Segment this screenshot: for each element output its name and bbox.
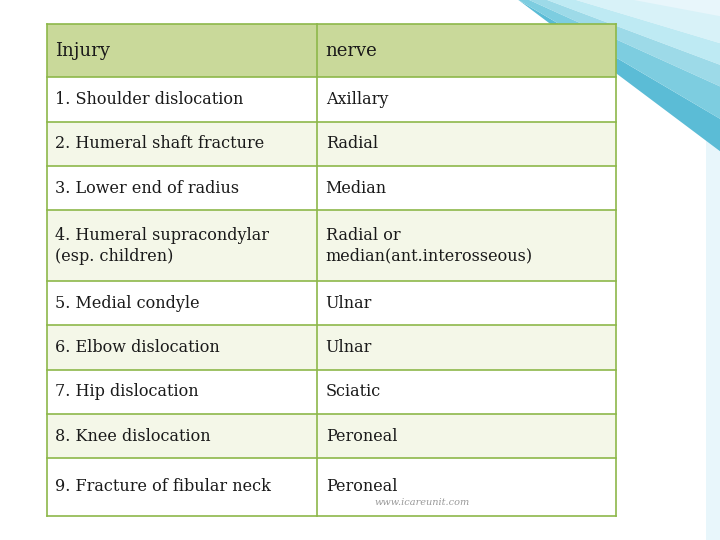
Text: 9. Fracture of fibular neck: 9. Fracture of fibular neck	[55, 478, 271, 495]
Polygon shape	[518, 0, 720, 540]
Bar	[47, 24, 317, 77]
Text: Radial: Radial	[325, 136, 378, 152]
Text: nerve: nerve	[325, 42, 377, 60]
Bar	[317, 24, 616, 77]
Bar	[317, 458, 616, 516]
Text: Peroneal: Peroneal	[325, 478, 397, 495]
Text: Injury: Injury	[55, 42, 110, 60]
Text: 5. Medial condyle: 5. Medial condyle	[55, 295, 200, 312]
Bar	[317, 77, 616, 122]
Bar	[317, 369, 616, 414]
Bar	[317, 122, 616, 166]
Bar	[317, 281, 616, 325]
Polygon shape	[518, 0, 720, 119]
Text: Ulnar: Ulnar	[325, 295, 372, 312]
Text: Median: Median	[325, 180, 387, 197]
Text: 1. Shoulder dislocation: 1. Shoulder dislocation	[55, 91, 244, 108]
Bar	[47, 166, 317, 210]
Text: 3. Lower end of radius: 3. Lower end of radius	[55, 180, 240, 197]
Bar	[317, 210, 616, 281]
Polygon shape	[518, 0, 720, 151]
Text: Peroneal: Peroneal	[325, 428, 397, 444]
Text: www.icareunit.com: www.icareunit.com	[374, 498, 470, 507]
Text: Ulnar: Ulnar	[325, 339, 372, 356]
Bar	[317, 166, 616, 210]
Text: 7. Hip dislocation: 7. Hip dislocation	[55, 383, 199, 400]
Text: 4. Humeral supracondylar
(esp. children): 4. Humeral supracondylar (esp. children)	[55, 227, 269, 265]
Text: 6. Elbow dislocation: 6. Elbow dislocation	[55, 339, 220, 356]
Polygon shape	[529, 0, 720, 86]
Bar	[47, 414, 317, 458]
Text: 2. Humeral shaft fracture: 2. Humeral shaft fracture	[55, 136, 265, 152]
Bar	[317, 414, 616, 458]
Text: Axillary: Axillary	[325, 91, 388, 108]
Text: Sciatic: Sciatic	[325, 383, 381, 400]
Bar	[47, 458, 317, 516]
Bar	[317, 325, 616, 369]
Polygon shape	[547, 0, 720, 65]
Bar	[47, 210, 317, 281]
Bar	[47, 325, 317, 369]
Bar	[47, 122, 317, 166]
Text: Radial or
median(ant.interosseous): Radial or median(ant.interosseous)	[325, 227, 533, 265]
Polygon shape	[576, 0, 720, 43]
Bar	[47, 281, 317, 325]
Bar	[47, 77, 317, 122]
Bar	[47, 369, 317, 414]
Text: 8. Knee dislocation: 8. Knee dislocation	[55, 428, 211, 444]
